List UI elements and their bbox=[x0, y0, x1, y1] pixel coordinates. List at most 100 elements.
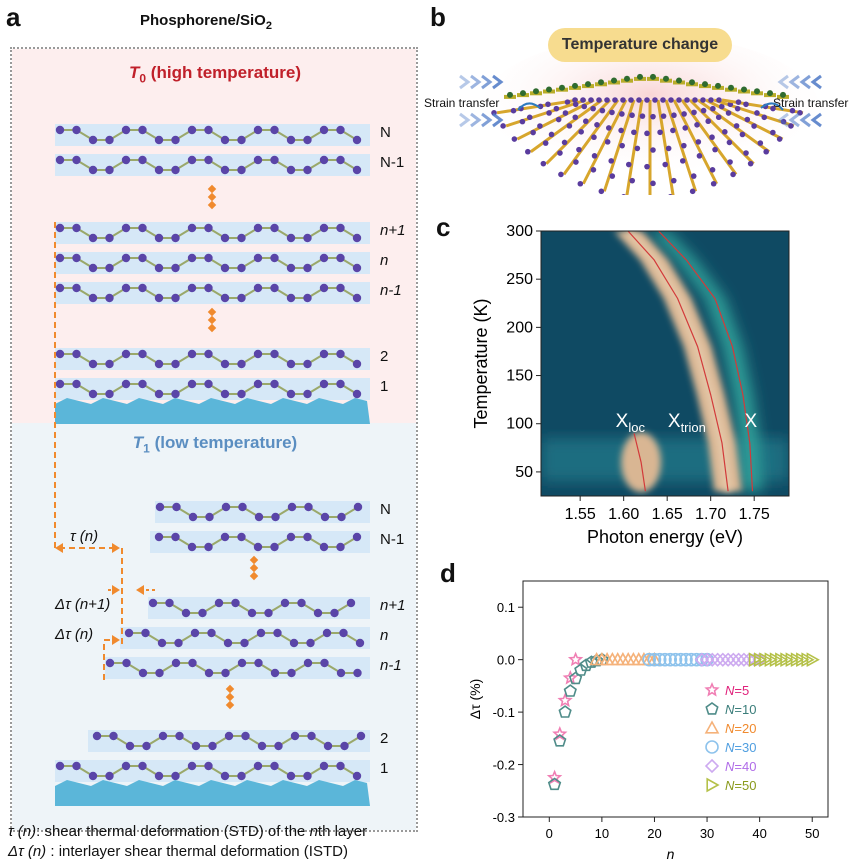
layer-stack-diagram bbox=[54, 124, 370, 806]
ellipsis-bottom-1 bbox=[249, 555, 259, 565]
atom bbox=[336, 125, 345, 135]
fan-atom bbox=[679, 158, 686, 164]
legend-label-N=40: N=40 bbox=[725, 759, 756, 774]
fan-atom bbox=[572, 97, 578, 103]
fan-atom bbox=[770, 105, 776, 112]
fan-rod bbox=[625, 99, 644, 195]
legend-value: =50 bbox=[734, 778, 756, 793]
atom bbox=[237, 771, 246, 781]
delta-tau-n-label: Δτ (n) bbox=[55, 626, 94, 643]
atom bbox=[72, 223, 81, 233]
atom bbox=[290, 731, 300, 741]
bottom-layer-label-n-1: n-1 bbox=[380, 657, 402, 674]
panel-a-frame bbox=[10, 47, 418, 832]
atom bbox=[303, 293, 312, 303]
heatmap-axes: 1.55 1.60 1.65 1.70 1.75 50 100 150 200 250 300 Pho… bbox=[471, 223, 770, 547]
cold-sub: 1 bbox=[143, 441, 150, 456]
fan-rod bbox=[680, 99, 738, 176]
fan-atom bbox=[650, 180, 656, 187]
top-layer-label-n-1: n-1 bbox=[380, 282, 402, 299]
bottom-layer-6 bbox=[55, 760, 370, 782]
atom bbox=[241, 731, 250, 741]
atom bbox=[286, 135, 296, 145]
substrate-top bbox=[55, 398, 370, 424]
fan-atom bbox=[668, 97, 674, 103]
atom bbox=[221, 502, 231, 512]
point-N=40 bbox=[710, 652, 725, 667]
atom bbox=[187, 283, 197, 293]
atom bbox=[355, 638, 365, 648]
point-N=50 bbox=[806, 652, 820, 668]
layer-band bbox=[105, 657, 370, 679]
heatmap-area bbox=[541, 231, 789, 496]
top-sheet-atom bbox=[676, 77, 682, 84]
title-main: Phosphorene/SiO bbox=[140, 12, 266, 29]
legend-N: N bbox=[725, 740, 735, 755]
atom bbox=[72, 125, 81, 135]
ellipsis-bottom-1 bbox=[249, 571, 259, 581]
fan-atom bbox=[692, 97, 698, 103]
fan-atom bbox=[590, 166, 597, 173]
atom bbox=[72, 379, 81, 389]
atom bbox=[286, 771, 296, 781]
atom bbox=[72, 253, 81, 263]
legend-marker-N=50 bbox=[706, 777, 720, 793]
fan-atom bbox=[700, 97, 706, 103]
fan-atom bbox=[726, 139, 733, 146]
point-N=40 bbox=[731, 652, 746, 667]
atom bbox=[154, 771, 164, 781]
point-N=30 bbox=[663, 652, 678, 667]
atom bbox=[289, 638, 299, 648]
fan-atom bbox=[763, 148, 769, 155]
atom bbox=[303, 389, 312, 399]
scatter-axes: 0 10 20 30 40 50 0.1 0.0 -0.1 -0.2 -0.3 n Δτ (%) bbox=[467, 600, 819, 862]
top-layer-1 bbox=[55, 154, 370, 176]
fan-atom bbox=[715, 114, 722, 121]
atom bbox=[336, 283, 345, 293]
atom bbox=[138, 349, 147, 359]
point-N=5 bbox=[552, 725, 568, 741]
scatter-frame bbox=[522, 580, 829, 818]
c-xtick-label: 1.55 bbox=[565, 506, 596, 523]
chevron-0 bbox=[470, 74, 482, 90]
legend-label-N=30: N=30 bbox=[725, 740, 756, 755]
title-sub: 2 bbox=[265, 20, 272, 32]
chevron-0 bbox=[459, 74, 471, 90]
caption-dtau-text: : interlayer shear thermal deformation (… bbox=[46, 843, 348, 860]
atom bbox=[142, 741, 151, 751]
fan-atom bbox=[718, 103, 725, 110]
fan-atom bbox=[776, 136, 783, 142]
atom bbox=[253, 349, 263, 359]
legend-value: =30 bbox=[734, 740, 756, 755]
atom bbox=[319, 125, 329, 135]
atom bbox=[121, 125, 131, 135]
atom bbox=[121, 223, 131, 233]
atom bbox=[105, 135, 114, 145]
fan-atom bbox=[730, 171, 736, 178]
d-xtick-label: 40 bbox=[752, 826, 766, 841]
atom bbox=[270, 542, 279, 552]
top-layer-label-N-1: N-1 bbox=[380, 154, 405, 171]
atom bbox=[204, 223, 213, 233]
atom bbox=[220, 389, 230, 399]
fan-atom bbox=[629, 177, 636, 184]
atom bbox=[303, 233, 312, 243]
layers-group bbox=[55, 124, 370, 782]
atom bbox=[55, 223, 65, 233]
atom bbox=[237, 263, 246, 273]
bottom-layer-4 bbox=[105, 657, 370, 679]
hot-symbol: T bbox=[129, 63, 140, 82]
substrate-bottom bbox=[55, 780, 370, 806]
atom bbox=[154, 165, 164, 175]
fan-atom bbox=[770, 129, 776, 136]
hot-sub: 0 bbox=[139, 71, 147, 86]
atom bbox=[303, 135, 312, 145]
top-sheet-atom bbox=[715, 82, 721, 89]
legend-label-N=20: N=20 bbox=[725, 721, 756, 736]
layer-band bbox=[155, 501, 370, 523]
top-sheet-atom bbox=[559, 84, 565, 91]
atom bbox=[175, 731, 184, 741]
atom bbox=[92, 731, 102, 741]
point-N=40 bbox=[694, 652, 709, 667]
fan-atom bbox=[751, 123, 757, 129]
